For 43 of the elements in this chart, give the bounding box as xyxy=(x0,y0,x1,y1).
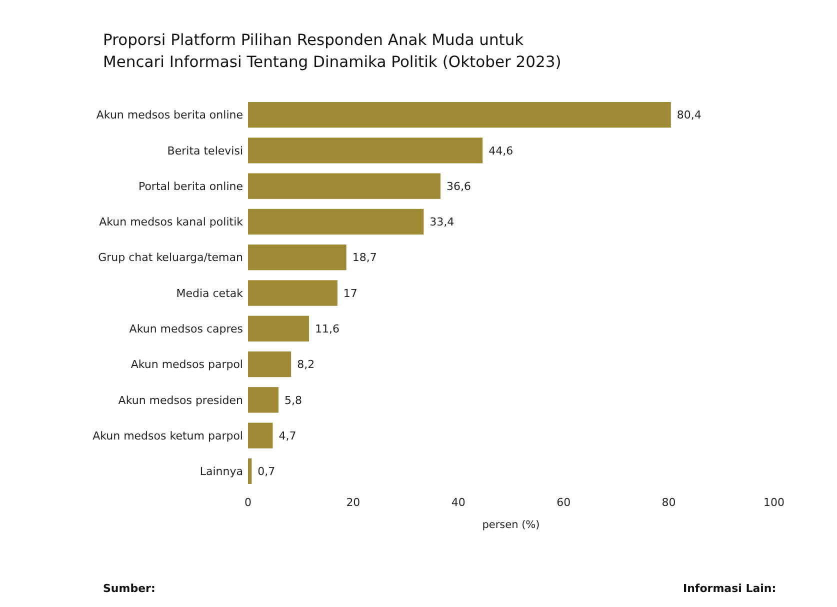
chart-title: Proporsi Platform Pilihan Responden Anak Muda untuk Mencari Informasi Tentang Dinamika Politik (Oktober 2023) xyxy=(103,31,562,71)
data-label: 0,7 xyxy=(258,465,276,478)
data-label: 4,7 xyxy=(278,429,296,442)
x-tick-label: 60 xyxy=(556,496,571,509)
y-tick-label: Grup chat keluarga/teman xyxy=(98,251,244,264)
y-tick-label: Akun medsos capres xyxy=(129,322,244,336)
bar xyxy=(248,173,441,199)
y-tick-label: Lainnya xyxy=(200,465,243,478)
data-label: 8,2 xyxy=(297,358,315,372)
data-label: 80,4 xyxy=(676,108,702,122)
y-tick-label: Akun medsos presiden xyxy=(118,394,244,407)
y-tick-label: Akun medsos berita online xyxy=(96,108,244,122)
bar xyxy=(248,316,310,342)
data-label: 17 xyxy=(343,286,358,300)
data-label: 33,4 xyxy=(430,216,454,229)
y-tick-label: Akun medsos parpol xyxy=(130,358,243,372)
y-tick-label: Akun medsos kanal politik xyxy=(99,216,244,229)
bar xyxy=(248,208,424,235)
bar xyxy=(248,387,279,413)
x-tick-label: 100 xyxy=(764,496,784,509)
x-tick-label: 0 xyxy=(244,496,252,509)
text: Sumber: xyxy=(103,582,156,595)
bar xyxy=(248,351,292,378)
x-tick-label: 80 xyxy=(662,496,676,509)
y-tick-label: Media cetak xyxy=(176,286,244,300)
data-label: 18,7 xyxy=(352,251,377,264)
x-axis-title: persen (%) xyxy=(482,519,540,531)
data-label: 36,6 xyxy=(446,180,472,193)
y-tick-label: Portal berita online xyxy=(138,180,244,193)
data-label: 11,6 xyxy=(315,322,340,336)
bar xyxy=(248,244,346,270)
x-tick-label: 20 xyxy=(346,496,360,509)
bar xyxy=(248,422,273,448)
y-tick-label: Akun medsos ketum parpol xyxy=(92,429,243,442)
data-label: 44,6 xyxy=(488,144,514,158)
data-label: 5,8 xyxy=(284,394,302,407)
bar xyxy=(248,138,483,164)
x-tick-label: 40 xyxy=(451,496,466,509)
text: Informasi Lain: xyxy=(683,582,776,595)
bar xyxy=(248,458,252,484)
y-tick-label: Berita televisi xyxy=(167,144,243,158)
bar xyxy=(248,280,338,306)
bar xyxy=(248,102,671,128)
